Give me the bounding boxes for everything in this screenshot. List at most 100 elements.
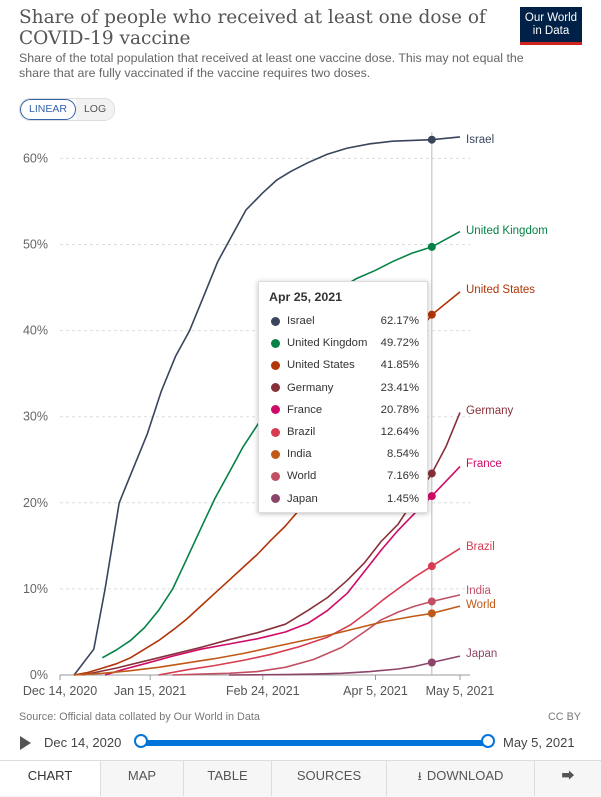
tooltip-row: India 8.54% bbox=[267, 443, 419, 465]
tooltip-series-name: United States bbox=[287, 359, 355, 372]
y-tick-label: 10% bbox=[23, 582, 48, 596]
series-line-india bbox=[172, 594, 461, 676]
y-tick-label: 50% bbox=[23, 238, 48, 252]
chart-subtitle: Share of the total population that recei… bbox=[19, 51, 524, 80]
timeline-end-label: May 5, 2021 bbox=[503, 735, 575, 750]
series-label: United States bbox=[466, 284, 535, 296]
tooltip-date: Apr 25, 2021 bbox=[269, 290, 343, 304]
source-note[interactable]: Source: Official data collated by Our Wo… bbox=[19, 711, 260, 723]
timeline-track[interactable] bbox=[141, 740, 488, 746]
tooltip-row: Brazil 12.64% bbox=[267, 421, 419, 443]
play-icon[interactable] bbox=[20, 736, 31, 750]
series-label: Israel bbox=[466, 134, 494, 146]
tab-map[interactable]: MAP bbox=[101, 761, 184, 796]
tooltip-series-value: 23.41% bbox=[380, 381, 419, 394]
tooltip-series-name: World bbox=[287, 470, 317, 483]
series-label: United Kingdom bbox=[466, 225, 548, 237]
legend-dot-icon bbox=[271, 427, 280, 437]
hover-point bbox=[427, 135, 436, 144]
logo-line1: Our World bbox=[524, 12, 578, 24]
tab-download-label: DOWNLOAD bbox=[426, 768, 504, 783]
tooltip-series-name: India bbox=[287, 448, 312, 461]
series-label: World bbox=[466, 599, 496, 611]
x-tick-label: Jan 15, 2021 bbox=[114, 684, 186, 698]
tooltip-series-name: France bbox=[287, 403, 323, 416]
logo-line2: in Data bbox=[532, 25, 570, 37]
series-label: Germany bbox=[466, 405, 514, 417]
tab-download[interactable]: ⭳ DOWNLOAD bbox=[387, 761, 535, 796]
legend-dot-icon bbox=[271, 405, 280, 415]
y-tick-label: 30% bbox=[23, 410, 48, 424]
tab-sources[interactable]: SOURCES bbox=[272, 761, 387, 796]
y-tick-label: 60% bbox=[23, 151, 48, 165]
timeline-start-handle[interactable] bbox=[134, 734, 148, 748]
y-tick-label: 20% bbox=[23, 496, 48, 510]
tooltip-series-name: Japan bbox=[287, 492, 318, 505]
timeline-end-handle[interactable] bbox=[481, 734, 495, 748]
tab-bar: CHART MAP TABLE SOURCES ⭳ DOWNLOAD ⮕ bbox=[0, 760, 601, 797]
x-tick-label: Dec 14, 2020 bbox=[23, 684, 97, 698]
tooltip-row: France 20.78% bbox=[267, 399, 419, 421]
tooltip-series-value: 20.78% bbox=[380, 403, 419, 416]
chart-title: Share of people who received at least on… bbox=[19, 7, 486, 49]
tooltip-series-value: 49.72% bbox=[380, 337, 419, 350]
tooltip-series-value: 8.54% bbox=[386, 448, 419, 461]
legend-dot-icon bbox=[271, 471, 280, 481]
tab-chart[interactable]: CHART bbox=[0, 761, 101, 796]
series-label: France bbox=[466, 458, 502, 470]
tooltip-series-name: Germany bbox=[287, 381, 334, 394]
download-icon: ⭳ bbox=[417, 769, 422, 783]
tooltip-series-name: Brazil bbox=[287, 426, 316, 439]
tooltip-series-name: United Kingdom bbox=[287, 337, 368, 350]
share-icon: ⮕ bbox=[561, 768, 575, 783]
hover-point bbox=[427, 597, 436, 606]
x-tick-label: May 5, 2021 bbox=[426, 684, 495, 698]
legend-dot-icon bbox=[271, 494, 280, 504]
linear-scale-button[interactable]: LINEAR bbox=[20, 99, 76, 120]
legend-dot-icon bbox=[271, 383, 280, 393]
hover-point bbox=[427, 242, 436, 251]
tooltip-row: United Kingdom 49.72% bbox=[267, 332, 419, 354]
tooltip-series-value: 7.16% bbox=[386, 470, 419, 483]
series-label: Japan bbox=[466, 648, 497, 660]
hover-point bbox=[427, 310, 436, 319]
tooltip-row: United States 41.85% bbox=[267, 354, 419, 376]
tooltip-series-name: Israel bbox=[287, 315, 315, 328]
tooltip-row: Japan 1.45% bbox=[267, 488, 419, 510]
chart-tooltip: Apr 25, 2021 Israel 62.17% United Kingdom 4… bbox=[258, 281, 428, 513]
hover-point bbox=[427, 492, 436, 501]
x-tick-label: Apr 5, 2021 bbox=[343, 684, 408, 698]
hover-point bbox=[427, 469, 436, 478]
y-tick-label: 40% bbox=[23, 324, 48, 338]
tooltip-row: Israel 62.17% bbox=[267, 310, 419, 332]
x-tick-label: Feb 24, 2021 bbox=[226, 684, 300, 698]
legend-dot-icon bbox=[271, 316, 280, 326]
series-line-france bbox=[104, 466, 461, 676]
license-link[interactable]: CC BY bbox=[548, 711, 581, 723]
log-scale-button[interactable]: LOG bbox=[75, 99, 115, 120]
tooltip-series-value: 41.85% bbox=[380, 359, 419, 372]
tooltip-row: World 7.16% bbox=[267, 465, 419, 487]
y-tick-label: 0% bbox=[30, 668, 48, 682]
timeline-start-label: Dec 14, 2020 bbox=[44, 735, 122, 750]
timeline: Dec 14, 2020 May 5, 2021 bbox=[0, 728, 601, 758]
hover-point bbox=[427, 658, 436, 667]
tab-table[interactable]: TABLE bbox=[184, 761, 272, 796]
series-label: Brazil bbox=[466, 541, 495, 553]
share-button[interactable]: ⮕ bbox=[535, 761, 601, 796]
series-line-world bbox=[74, 605, 461, 676]
tooltip-row: Germany 23.41% bbox=[267, 377, 419, 399]
tooltip-series-value: 12.64% bbox=[380, 426, 419, 439]
legend-dot-icon bbox=[271, 360, 280, 370]
tooltip-series-value: 1.45% bbox=[386, 492, 419, 505]
tooltip-series-value: 62.17% bbox=[380, 315, 419, 328]
series-label: India bbox=[466, 585, 492, 597]
hover-point bbox=[427, 609, 436, 618]
owid-logo[interactable]: Our World in Data bbox=[520, 7, 582, 45]
series-line-japan bbox=[228, 655, 461, 676]
legend-dot-icon bbox=[271, 449, 280, 459]
series-line-brazil bbox=[158, 547, 461, 676]
scale-toggle: LINEAR LOG bbox=[19, 98, 116, 121]
series-line-israel bbox=[73, 136, 461, 676]
hover-point bbox=[427, 562, 436, 571]
